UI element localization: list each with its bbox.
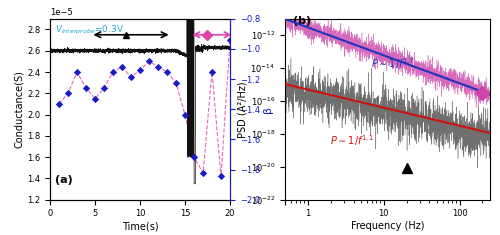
Text: (a): (a): [56, 176, 73, 185]
Point: [55, 102, 63, 106]
X-axis label: Frequency (Hz): Frequency (Hz): [351, 221, 424, 231]
Text: $P{\sim}1/f^{1.1}$: $P{\sim}1/f^{1.1}$: [330, 134, 374, 149]
Y-axis label: Conductance(S): Conductance(S): [14, 70, 24, 148]
Point: [181, 113, 189, 117]
Point: [172, 81, 180, 85]
Point: [217, 174, 225, 178]
Y-axis label: PSD (A²/Hz): PSD (A²/Hz): [238, 81, 248, 137]
Point: [64, 91, 72, 95]
Point: [190, 155, 198, 159]
Text: (b): (b): [293, 16, 312, 26]
Point: [109, 70, 117, 74]
Point: [163, 70, 171, 74]
Text: $P{\sim}1/f^{1.7}$: $P{\sim}1/f^{1.7}$: [371, 56, 414, 71]
Point: [154, 65, 162, 69]
Point: [73, 70, 81, 74]
Point: [100, 86, 108, 90]
Point: [127, 75, 135, 79]
Point: [208, 70, 216, 74]
Text: $V_{interprobe}$=0.3V: $V_{interprobe}$=0.3V: [56, 24, 124, 37]
Point: [226, 38, 234, 42]
Point: [118, 65, 126, 69]
Point: [145, 59, 153, 63]
Point: [199, 171, 207, 175]
Point: [82, 86, 90, 90]
Point: [136, 68, 144, 72]
Y-axis label: β: β: [262, 106, 272, 113]
X-axis label: Time(s): Time(s): [122, 221, 158, 231]
Point: [91, 97, 99, 101]
